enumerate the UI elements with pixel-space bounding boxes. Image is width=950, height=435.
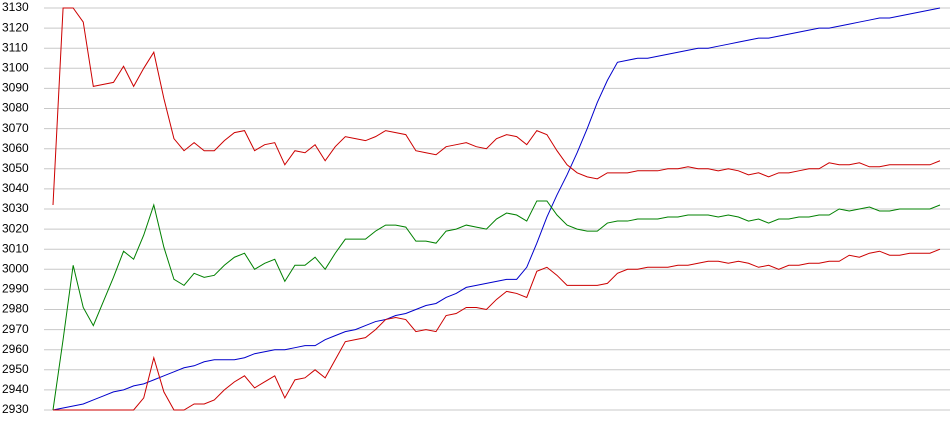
y-tick-label: 3050 <box>2 161 29 175</box>
y-tick-label: 3010 <box>2 241 29 255</box>
series-line <box>52 200 941 411</box>
y-tick-label: 2970 <box>2 322 29 336</box>
y-tick-label: 3080 <box>2 101 29 115</box>
y-tick-label: 2960 <box>2 342 29 356</box>
y-tick-label: 2940 <box>2 382 29 396</box>
y-tick-label: 3060 <box>2 141 29 155</box>
y-tick-label: 3090 <box>2 81 29 95</box>
y-tick-label: 3120 <box>2 20 29 34</box>
series-line <box>52 7 941 206</box>
y-tick-label: 3070 <box>2 121 29 135</box>
y-tick-label: 3020 <box>2 221 29 235</box>
y-tick-label: 3030 <box>2 201 29 215</box>
y-tick-label: 3130 <box>2 0 29 14</box>
y-tick-label: 2990 <box>2 282 29 296</box>
y-tick-label: 2980 <box>2 302 29 316</box>
y-tick-label: 3100 <box>2 60 29 74</box>
series-line <box>52 7 941 411</box>
y-tick-label: 3110 <box>2 40 28 54</box>
y-tick-label: 3040 <box>2 181 29 195</box>
y-tick-label: 2950 <box>2 362 29 376</box>
series-line <box>53 248 941 411</box>
y-tick-label: 2930 <box>2 402 29 416</box>
y-tick-label: 3000 <box>2 261 29 275</box>
